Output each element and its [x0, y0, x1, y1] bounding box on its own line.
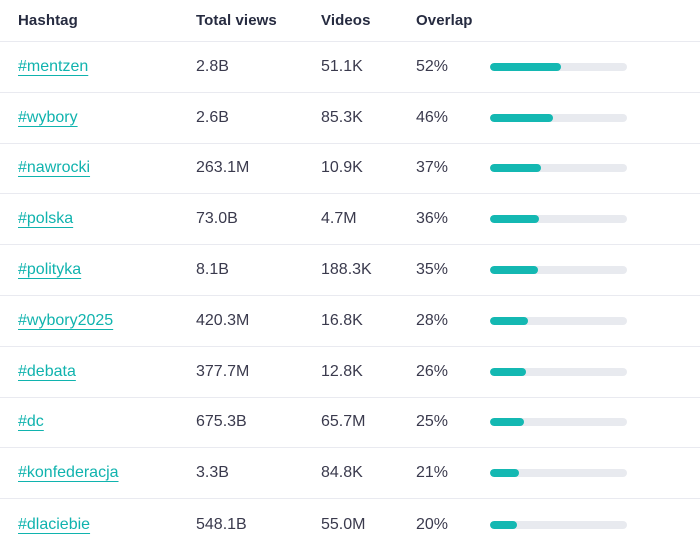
overlap-bar-fill — [490, 164, 541, 173]
table-row: #nawrocki 263.1M 10.9K 37% — [0, 144, 700, 195]
overlap-bar-track — [490, 520, 627, 529]
hashtag-link[interactable]: #nawrocki — [18, 159, 91, 177]
overlap-bar-fill — [490, 469, 519, 478]
views-cell: 675.3B — [196, 413, 247, 431]
videos-cell: 65.7M — [321, 413, 366, 431]
views-cell: 548.1B — [196, 515, 247, 533]
overlap-bar-track — [490, 367, 627, 376]
overlap-value: 52% — [416, 57, 449, 75]
overlap-bar-fill — [490, 215, 540, 224]
table-body: #mentzen 2.8B 51.1K 52% #wybory 2.6B 85.… — [0, 42, 700, 550]
overlap-bar-fill — [490, 367, 526, 376]
hashtag-link[interactable]: #konfederacja — [18, 464, 119, 482]
views-cell: 377.7M — [196, 362, 250, 380]
hashtag-cell: #konfederacja — [18, 464, 196, 482]
overlap-bar-fill — [490, 62, 562, 71]
overlap-value: 25% — [416, 413, 449, 431]
overlap-bar-fill — [490, 520, 518, 529]
overlap-bar-track — [490, 469, 627, 478]
table-row: #konfederacja 3.3B 84.8K 21% — [0, 448, 700, 500]
overlap-bar-fill — [490, 418, 525, 427]
videos-cell: 55.0M — [321, 515, 366, 533]
overlap-value: 46% — [416, 108, 449, 126]
hashtag-link[interactable]: #dlaciebie — [18, 515, 91, 533]
table-row: #polska 73.0B 4.7M 36% — [0, 194, 700, 246]
overlap-value: 36% — [416, 210, 449, 228]
views-cell: 263.1M — [196, 159, 250, 177]
hashtag-link[interactable]: #mentzen — [18, 57, 89, 75]
table-row: #mentzen 2.8B 51.1K 52% — [0, 42, 700, 93]
videos-cell: 16.8K — [321, 311, 363, 329]
overlap-value: 20% — [416, 515, 449, 533]
hashtag-link[interactable]: #polityka — [18, 261, 82, 279]
views-cell: 420.3M — [196, 311, 250, 329]
table-row: #wybory 2.6B 85.3K 46% — [0, 93, 700, 144]
table-row: #dlaciebie 548.1B 55.0M 20% — [0, 499, 700, 550]
overlap-bar-track — [490, 62, 627, 71]
hashtag-cell: #nawrocki — [18, 159, 196, 177]
videos-cell: 4.7M — [321, 210, 357, 228]
views-cell: 3.3B — [196, 464, 229, 482]
hashtag-link[interactable]: #dc — [18, 413, 44, 431]
hashtag-cell: #debata — [18, 363, 196, 381]
hashtag-cell: #wybory2025 — [18, 312, 196, 330]
table-row: #dc 675.3B 65.7M 25% — [0, 398, 700, 449]
table-header-row: Hashtag Total views Videos Overlap — [0, 0, 700, 42]
overlap-value: 37% — [416, 159, 449, 177]
overlap-bar-track — [490, 113, 627, 122]
videos-cell: 84.8K — [321, 464, 363, 482]
videos-cell: 188.3K — [321, 261, 372, 279]
views-cell: 2.6B — [196, 108, 229, 126]
hashtag-cell: #dc — [18, 413, 196, 431]
hashtag-cell: #polska — [18, 210, 196, 228]
overlap-bar-fill — [490, 316, 529, 325]
videos-cell: 85.3K — [321, 108, 363, 126]
views-cell: 8.1B — [196, 261, 229, 279]
column-header-overlap: Overlap — [416, 12, 473, 29]
table-row: #wybory2025 420.3M 16.8K 28% — [0, 296, 700, 347]
overlap-bar-track — [490, 215, 627, 224]
hashtag-link[interactable]: #polska — [18, 210, 74, 228]
overlap-value: 28% — [416, 311, 449, 329]
views-cell: 2.8B — [196, 57, 229, 75]
videos-cell: 12.8K — [321, 362, 363, 380]
overlap-bar-track — [490, 316, 627, 325]
overlap-bar-track — [490, 266, 627, 275]
table-row: #debata 377.7M 12.8K 26% — [0, 347, 700, 398]
overlap-bar-track — [490, 164, 627, 173]
hashtag-link[interactable]: #debata — [18, 362, 76, 380]
videos-cell: 51.1K — [321, 57, 363, 75]
hashtag-cell: #mentzen — [18, 58, 196, 76]
hashtag-cell: #dlaciebie — [18, 516, 196, 534]
overlap-value: 35% — [416, 261, 449, 279]
overlap-value: 26% — [416, 362, 449, 380]
views-cell: 73.0B — [196, 210, 238, 228]
column-header-total-views: Total views — [196, 12, 277, 29]
overlap-bar-track — [490, 418, 627, 427]
hashtag-link[interactable]: #wybory — [18, 108, 78, 126]
column-header-videos: Videos — [321, 12, 371, 29]
column-header-hashtag: Hashtag — [18, 12, 78, 29]
hashtag-link[interactable]: #wybory2025 — [18, 311, 114, 329]
overlap-bar-fill — [490, 266, 538, 275]
overlap-bar-fill — [490, 113, 554, 122]
videos-cell: 10.9K — [321, 159, 363, 177]
overlap-value: 21% — [416, 464, 449, 482]
hashtag-cell: #polityka — [18, 261, 196, 279]
hashtag-cell: #wybory — [18, 109, 196, 127]
table-row: #polityka 8.1B 188.3K 35% — [0, 245, 700, 296]
